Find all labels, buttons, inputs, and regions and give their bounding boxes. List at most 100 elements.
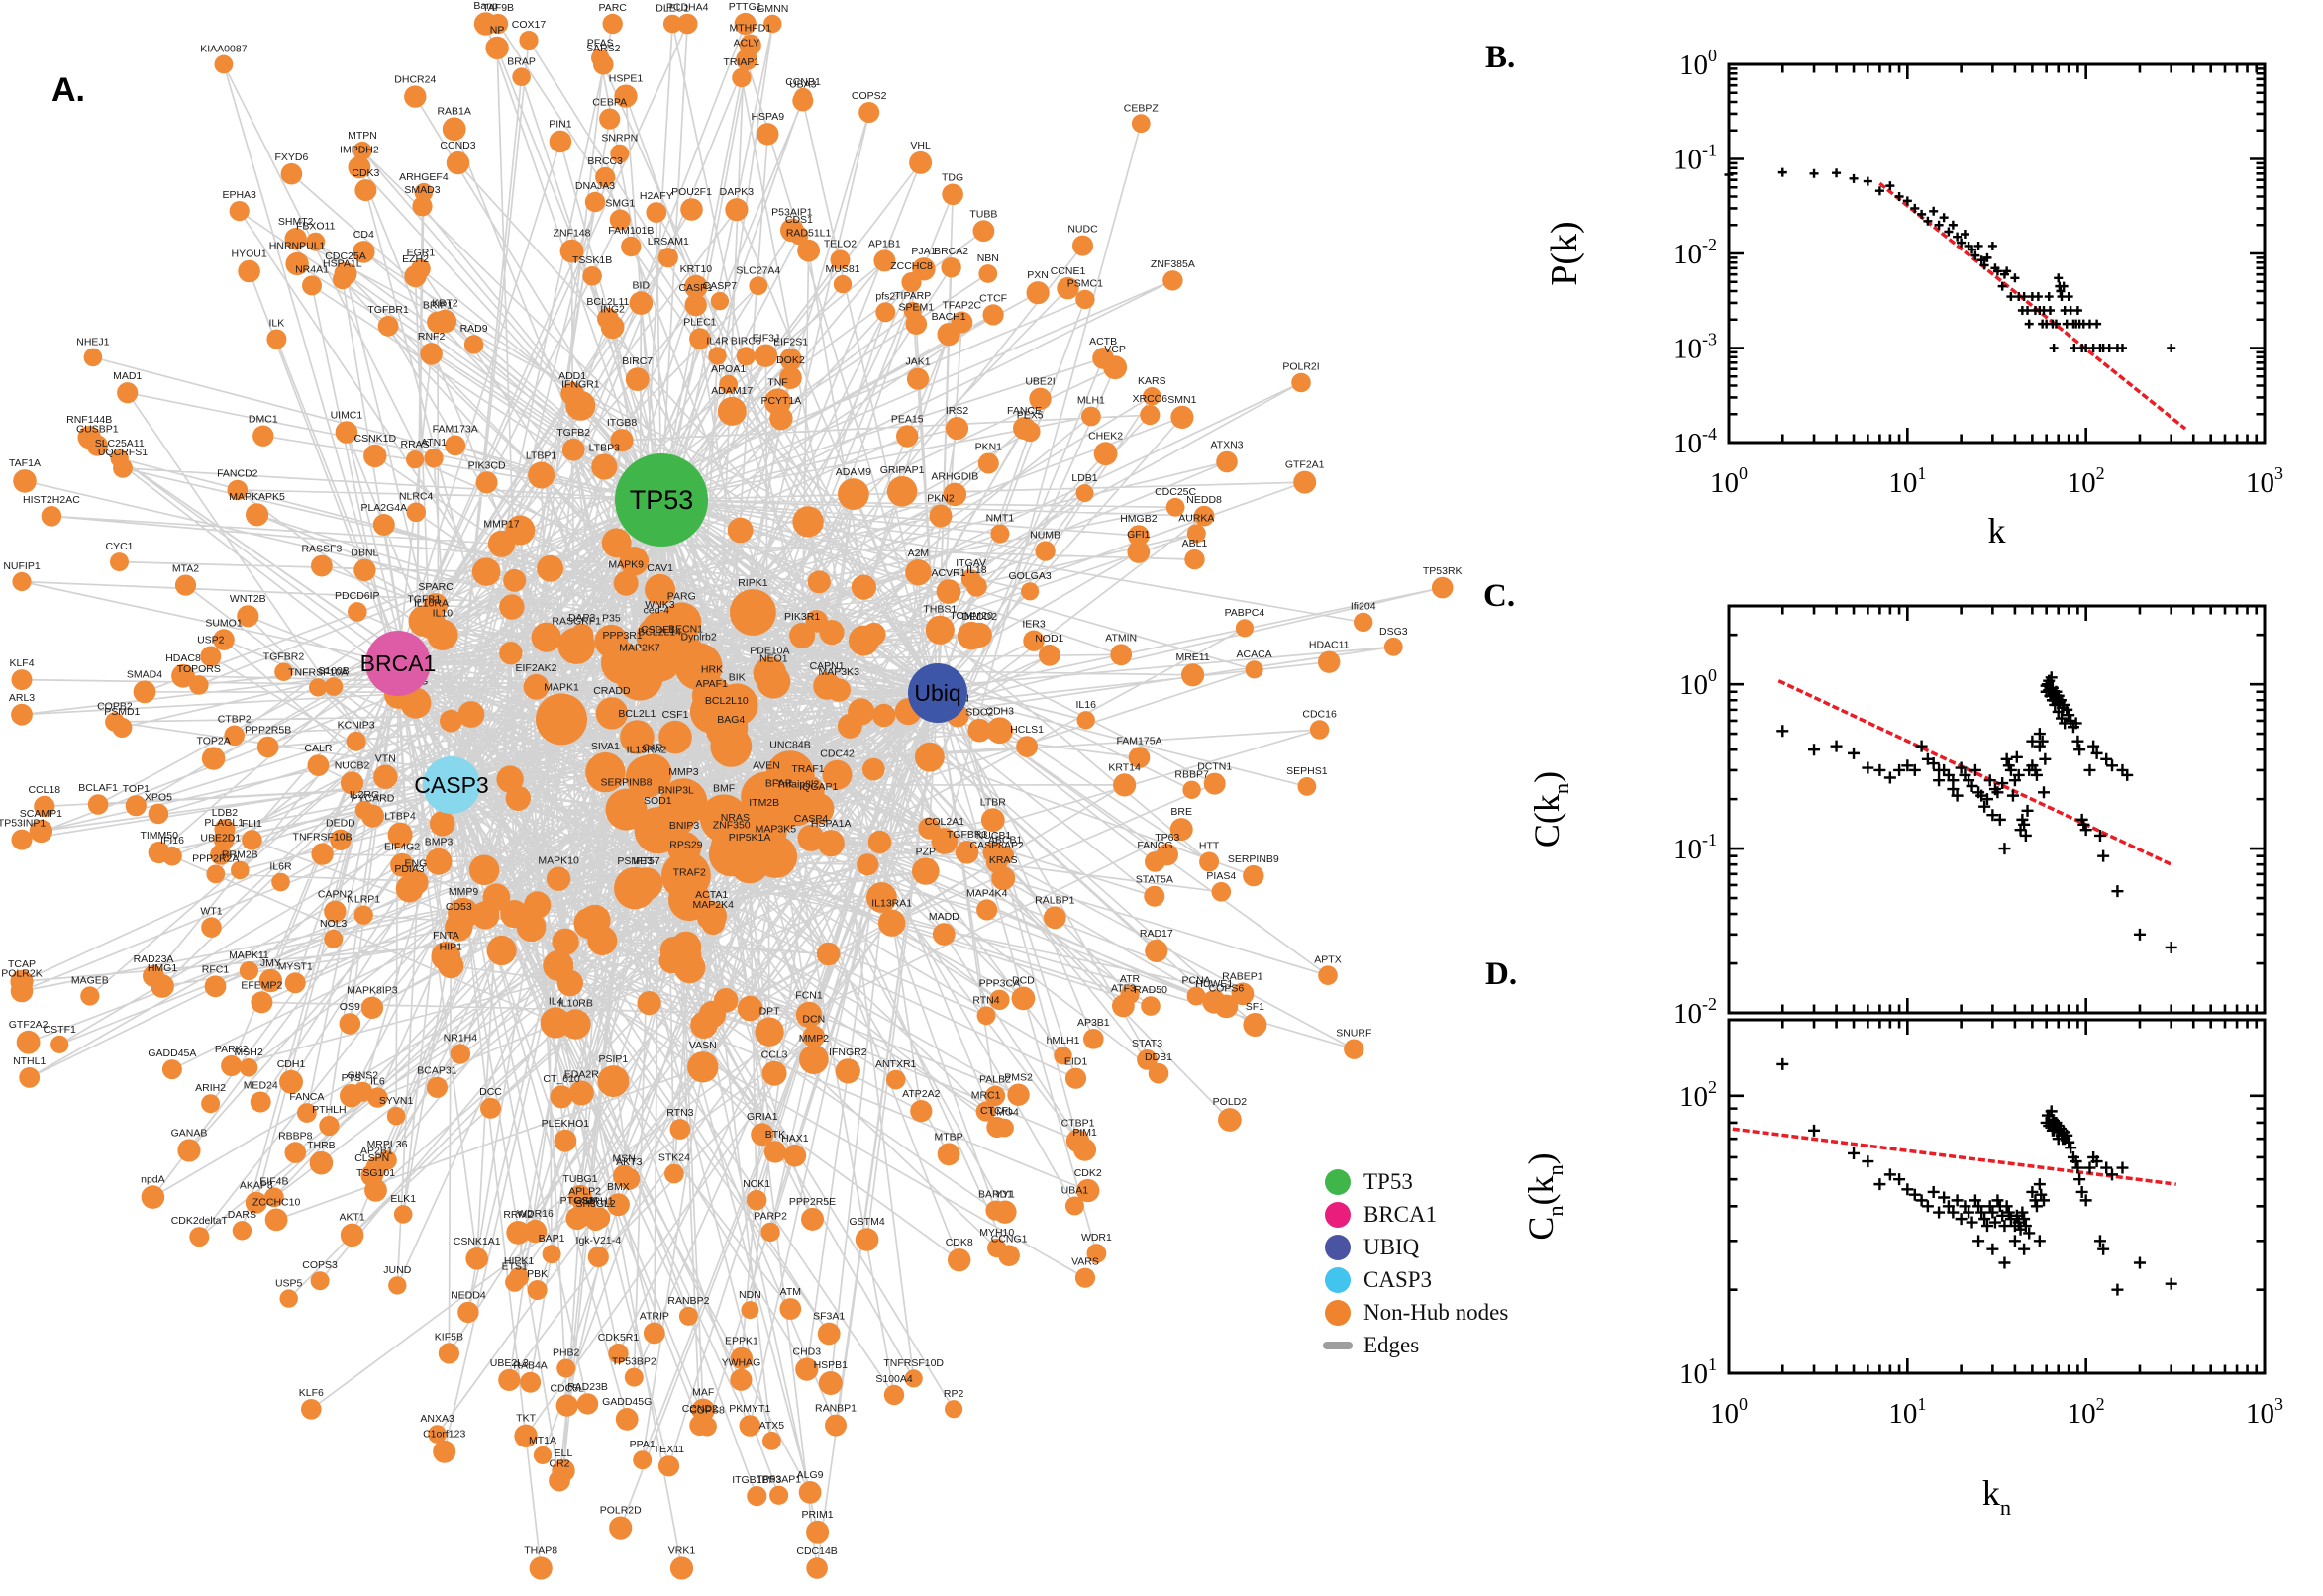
network-node [568,1184,592,1209]
panel-d-label: D. [1485,956,1518,992]
network-node-label: TIPARP [894,290,931,302]
network-node [689,689,734,734]
network-node [367,1087,388,1108]
network-node-label: KIF5B [435,1331,463,1343]
network-node-label: TNFRSF10B [293,831,353,843]
network-node [301,1399,322,1420]
panel-b-label: B. [1485,40,1516,75]
network-node [112,717,133,739]
network-node [838,478,869,510]
network-node [687,1051,719,1083]
network-node-label: KARS [1138,375,1166,387]
network-node-label: NRAS [721,812,750,824]
network-node [386,1106,406,1126]
network-node-label: DCN [802,1014,825,1026]
network-node [559,239,584,263]
network-node [1144,885,1165,907]
network-node-label: npdA [141,1173,165,1185]
network-node [795,1001,823,1029]
network-node-label: GADD45A [148,1047,196,1059]
network-node-label: ILK [269,318,285,330]
network-node-label: CTCF [979,292,1007,304]
network-node [779,348,802,371]
network-node-label: UBE2L3 [490,1357,529,1369]
network-node-label: RAD9 [460,323,488,335]
network-node [779,1298,802,1320]
network-node-label: BIRC6 [731,335,761,347]
network-node [171,663,195,688]
network-node-label: IL6R [269,861,292,873]
network-node-label: MYH10 [979,1227,1014,1239]
network-node [797,824,825,851]
network-node-label: SLC25A11 [95,438,145,449]
y-tick-label: 100 [1679,46,1717,81]
y-axis-title: Cn(kn) [1521,1152,1567,1240]
network-node [945,1400,963,1419]
network-node [737,995,763,1022]
network-node-label: XPO5 [145,792,172,804]
network-node [487,530,516,557]
network-node [597,1065,630,1098]
network-node [984,1085,1006,1107]
network-node-label: PXN [1027,269,1049,281]
network-node-label: ZNF385A [1151,258,1195,270]
network-node-label: SIVA1 [591,741,620,752]
node-swatch-icon [1325,1202,1351,1228]
network-nodes-layer [10,12,1454,1580]
network-node [29,819,53,844]
legend-item-label: Non-Hub nodes [1364,1300,1509,1325]
network-node-label: ELL [555,1447,573,1459]
network-node-label: SEPHS1 [1286,765,1328,777]
network-node-label: ATN1 [421,437,447,449]
network-node [1162,270,1183,291]
network-node-label: CRADD [593,685,631,697]
network-node-label: ABL1 [1182,538,1208,549]
network-node [689,328,711,349]
network-node [1235,619,1254,638]
network-node-label: MRE11 [1175,651,1209,663]
network-node [1199,851,1220,872]
network-node-label: ATP2A2 [902,1088,940,1100]
network-node-label: CLSPN [354,1152,389,1164]
network-node [955,841,979,864]
scatter-points [1776,671,2177,953]
network-node [438,952,464,979]
network-node-label: VASN [689,1040,717,1051]
network-node [789,622,816,648]
network-node-label: BCL2L11 [586,296,629,308]
network-node [354,905,373,925]
network-node [404,264,427,288]
network-node [620,720,655,754]
network-node [11,829,33,850]
network-node [795,1357,819,1381]
network-node-label: EPHA3 [222,189,256,201]
network-node [937,323,960,347]
network-node-label: MLH1 [1077,395,1105,407]
network-node-label: LTBP1 [526,450,556,462]
network-node-label: Ifi204 [1351,601,1376,613]
network-node-label: ATMIN [1105,632,1137,644]
network-node-label: MAP2K4 [692,899,734,911]
network-node [227,479,249,501]
network-node-label: MAPK1 [544,682,579,694]
network-node [977,452,999,474]
network-node [309,678,328,697]
network-node [799,1045,829,1074]
network-node-label: RAD50 [1134,984,1167,996]
network-node-label: LTBP4 [384,811,415,823]
network-node-label: DAPK3 [720,186,755,198]
network-node-label: MAP3K5 [756,824,797,836]
network-node [591,453,618,480]
network-node [792,506,824,538]
network-node [976,899,998,921]
network-node [1214,994,1239,1019]
network-node [872,703,896,728]
network-node-label: YWHAG [722,1357,761,1369]
network-node [1127,541,1151,563]
network-node-label: TP63 [1155,832,1179,844]
network-node [19,1067,41,1088]
network-node [912,257,936,281]
network-node [499,642,523,665]
network-node-label: CASP7 [703,280,738,292]
